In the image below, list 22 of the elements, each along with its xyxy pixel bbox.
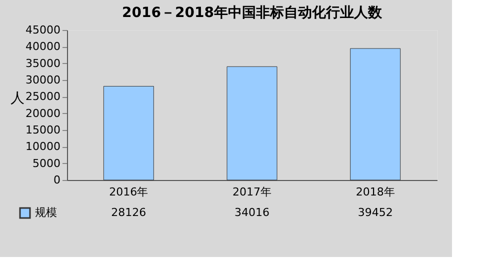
y-tick-label: 25000 [26, 90, 60, 104]
bar [350, 48, 401, 180]
bar [226, 66, 278, 180]
data-label: 39452 [358, 206, 393, 219]
y-tick-label: 45000 [26, 24, 60, 36]
y-tick-label: 40000 [26, 40, 60, 54]
x-tick-label: 2018年 [356, 186, 395, 198]
chart-title: 2016－2018年中国非标自动化行业人数 [122, 5, 383, 21]
y-tick-label: 30000 [26, 74, 60, 86]
data-label: 28126 [111, 206, 146, 219]
x-tick-label: 2016年 [109, 186, 148, 198]
y-tick-label: 5000 [32, 156, 60, 170]
y-tick-label: 10000 [26, 140, 60, 154]
data-label: 34016 [234, 206, 270, 219]
y-axis-title: 人 [10, 90, 25, 106]
legend-label: 规模 [35, 206, 57, 219]
y-tick-label: 35000 [26, 56, 60, 70]
y-tick-label: 15000 [26, 124, 60, 136]
y-tick-label: 20000 [26, 106, 60, 120]
x-tick-label: 2017年 [232, 186, 272, 198]
y-tick-label: 0 [54, 174, 60, 186]
bar [103, 86, 154, 180]
